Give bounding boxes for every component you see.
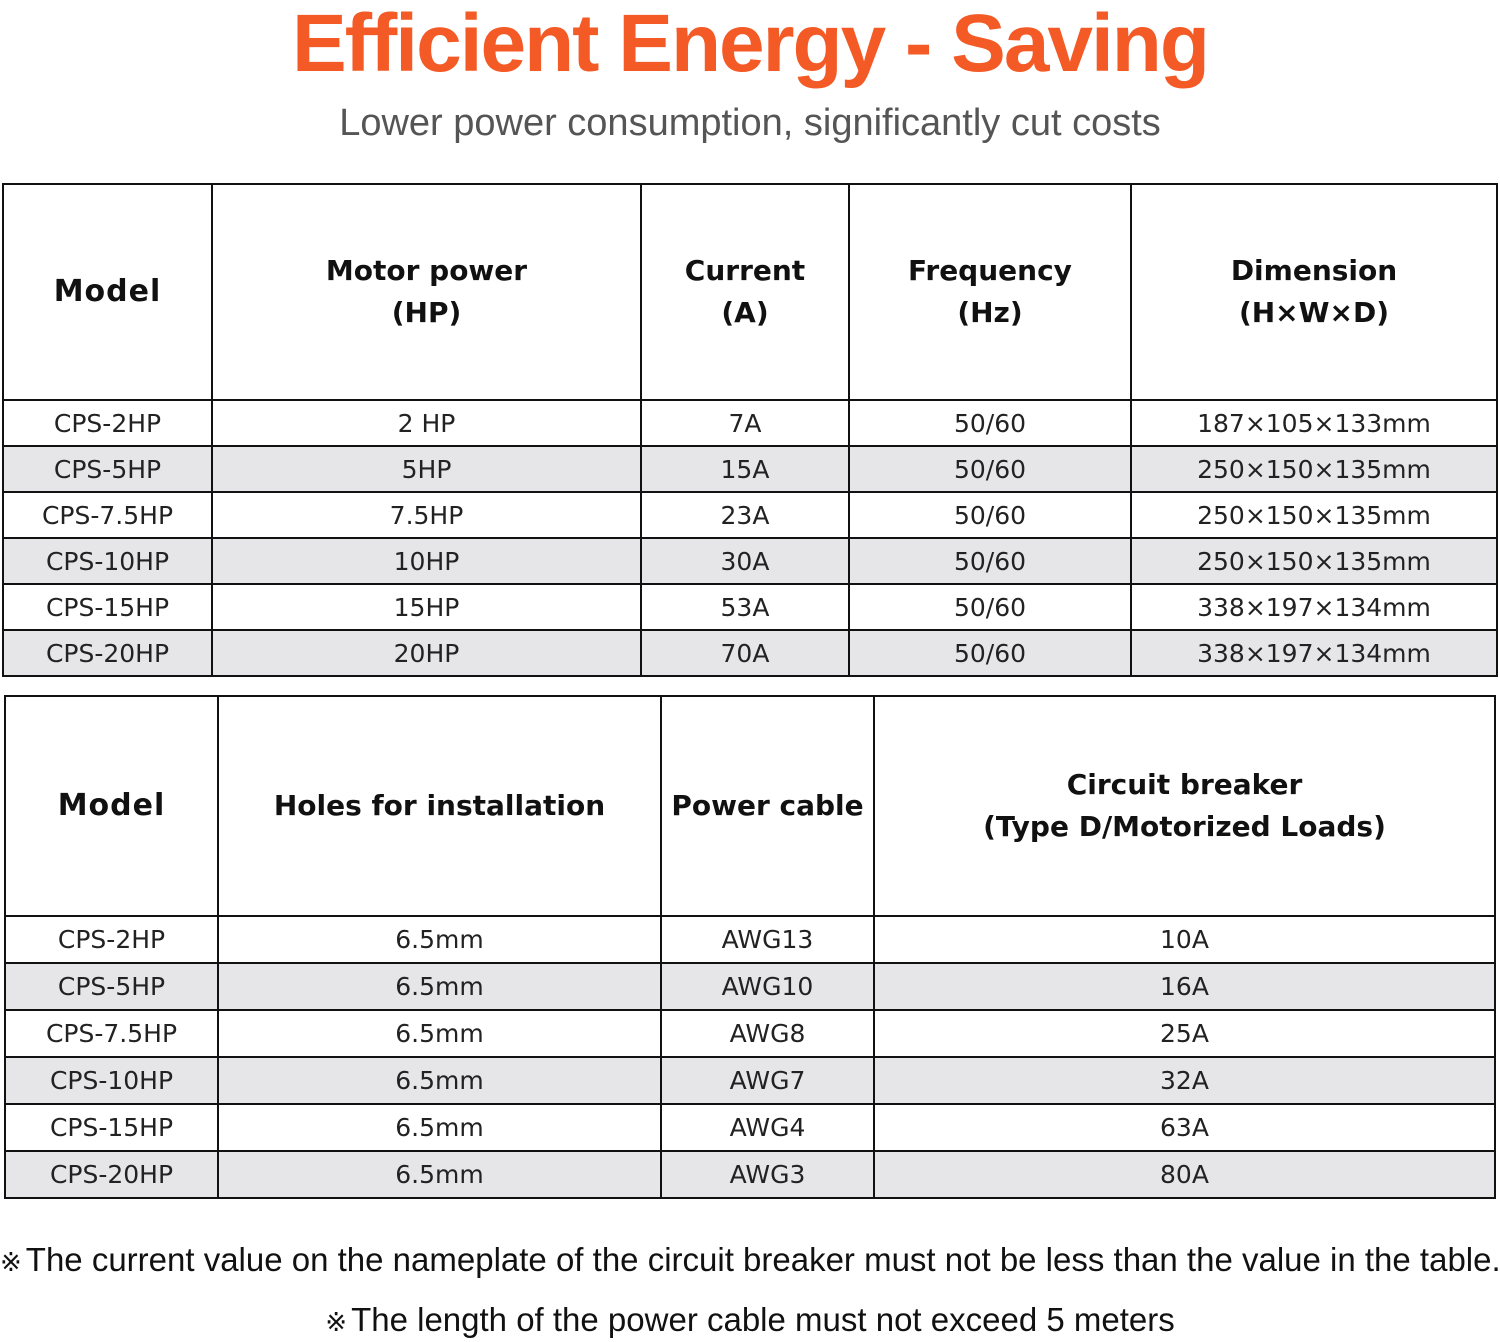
cell-holes: 6.5mm	[217, 962, 662, 1011]
cell-circuit-breaker: 32A	[873, 1056, 1496, 1105]
cell-current: 30A	[640, 537, 850, 585]
cell-model: CPS-7.5HP	[4, 1009, 219, 1058]
cell-model: CPS-15HP	[2, 583, 213, 631]
cell-holes: 6.5mm	[217, 1103, 662, 1152]
footnote-power-cable: ※ The length of the power cable must not …	[0, 1300, 1500, 1342]
header-model: Model	[4, 695, 219, 917]
table-row: CPS-7.5HP 6.5mm AWG8 25A	[4, 1009, 1496, 1058]
header-circuit-breaker: Circuit breaker (Type D/Motorized Loads)	[873, 695, 1496, 917]
cell-circuit-breaker: 80A	[873, 1150, 1496, 1199]
cell-model: CPS-5HP	[2, 445, 213, 493]
table-header-row: Model Motor power (HP) Current (A) Frequen…	[2, 183, 1498, 401]
table-row: CPS-2HP 2 HP 7A 50/60 187×105×133mm	[2, 399, 1498, 447]
cell-frequency: 50/60	[848, 583, 1132, 631]
table-row: CPS-15HP 6.5mm AWG4 63A	[4, 1103, 1496, 1152]
cell-power-cable: AWG7	[660, 1056, 875, 1105]
cell-model: CPS-2HP	[4, 915, 219, 964]
cell-dimension: 250×150×135mm	[1130, 491, 1498, 539]
cell-dimension: 250×150×135mm	[1130, 537, 1498, 585]
specs-table-electrical: Model Motor power (HP) Current (A) Frequen…	[2, 183, 1498, 677]
header-dimension: Dimension (H×W×D)	[1130, 183, 1498, 401]
cell-dimension: 250×150×135mm	[1130, 445, 1498, 493]
cell-dimension: 338×197×134mm	[1130, 583, 1498, 631]
cell-current: 70A	[640, 629, 850, 677]
header-model: Model	[2, 183, 213, 401]
cell-frequency: 50/60	[848, 445, 1132, 493]
cell-frequency: 50/60	[848, 491, 1132, 539]
cell-circuit-breaker: 16A	[873, 962, 1496, 1011]
page-subtitle: Lower power consumption, significantly c…	[339, 102, 1161, 144]
cell-model: CPS-10HP	[2, 537, 213, 585]
cell-frequency: 50/60	[848, 537, 1132, 585]
cell-model: CPS-2HP	[2, 399, 213, 447]
cell-current: 23A	[640, 491, 850, 539]
header-frequency: Frequency (Hz)	[848, 183, 1132, 401]
cell-circuit-breaker: 10A	[873, 915, 1496, 964]
reference-mark-icon: ※	[325, 1307, 348, 1337]
table-row: CPS-10HP 6.5mm AWG7 32A	[4, 1056, 1496, 1105]
table-row: CPS-5HP 6.5mm AWG10 16A	[4, 962, 1496, 1011]
cell-holes: 6.5mm	[217, 1056, 662, 1105]
footnote-text: The length of the power cable must not e…	[351, 1301, 1175, 1338]
table-row: CPS-20HP 20HP 70A 50/60 338×197×134mm	[2, 629, 1498, 677]
cell-current: 7A	[640, 399, 850, 447]
cell-power-cable: AWG13	[660, 915, 875, 964]
header-power-cable: Power cable	[660, 695, 875, 917]
cell-power-cable: AWG3	[660, 1150, 875, 1199]
cell-frequency: 50/60	[848, 399, 1132, 447]
header-motor-power: Motor power (HP)	[211, 183, 642, 401]
specs-table-installation: Model Holes for installation Power cable…	[4, 695, 1496, 1199]
footnote-text: The current value on the nameplate of th…	[25, 1241, 1500, 1278]
table-row: CPS-20HP 6.5mm AWG3 80A	[4, 1150, 1496, 1199]
cell-motor-power: 2 HP	[211, 399, 642, 447]
cell-holes: 6.5mm	[217, 1009, 662, 1058]
cell-motor-power: 10HP	[211, 537, 642, 585]
cell-holes: 6.5mm	[217, 915, 662, 964]
table-row: CPS-10HP 10HP 30A 50/60 250×150×135mm	[2, 537, 1498, 585]
table-row: CPS-2HP 6.5mm AWG13 10A	[4, 915, 1496, 964]
table-row: CPS-15HP 15HP 53A 50/60 338×197×134mm	[2, 583, 1498, 631]
header-holes-for-installation: Holes for installation	[217, 695, 662, 917]
cell-dimension: 338×197×134mm	[1130, 629, 1498, 677]
cell-power-cable: AWG8	[660, 1009, 875, 1058]
cell-current: 53A	[640, 583, 850, 631]
cell-frequency: 50/60	[848, 629, 1132, 677]
cell-motor-power: 7.5HP	[211, 491, 642, 539]
cell-motor-power: 15HP	[211, 583, 642, 631]
cell-model: CPS-15HP	[4, 1103, 219, 1152]
cell-motor-power: 5HP	[211, 445, 642, 493]
page-title: Efficient Energy - Saving	[292, 0, 1210, 89]
reference-mark-icon: ※	[0, 1247, 22, 1277]
cell-power-cable: AWG10	[660, 962, 875, 1011]
table-row: CPS-7.5HP 7.5HP 23A 50/60 250×150×135mm	[2, 491, 1498, 539]
table-row: CPS-5HP 5HP 15A 50/60 250×150×135mm	[2, 445, 1498, 493]
header-current: Current (A)	[640, 183, 850, 401]
cell-model: CPS-7.5HP	[2, 491, 213, 539]
table-header-row: Model Holes for installation Power cable…	[4, 695, 1496, 917]
cell-current: 15A	[640, 445, 850, 493]
cell-model: CPS-10HP	[4, 1056, 219, 1105]
cell-model: CPS-5HP	[4, 962, 219, 1011]
footnote-circuit-breaker: ※ The current value on the nameplate of t…	[0, 1240, 1500, 1282]
cell-dimension: 187×105×133mm	[1130, 399, 1498, 447]
cell-model: CPS-20HP	[2, 629, 213, 677]
cell-holes: 6.5mm	[217, 1150, 662, 1199]
cell-circuit-breaker: 63A	[873, 1103, 1496, 1152]
cell-power-cable: AWG4	[660, 1103, 875, 1152]
cell-circuit-breaker: 25A	[873, 1009, 1496, 1058]
cell-model: CPS-20HP	[4, 1150, 219, 1199]
cell-motor-power: 20HP	[211, 629, 642, 677]
